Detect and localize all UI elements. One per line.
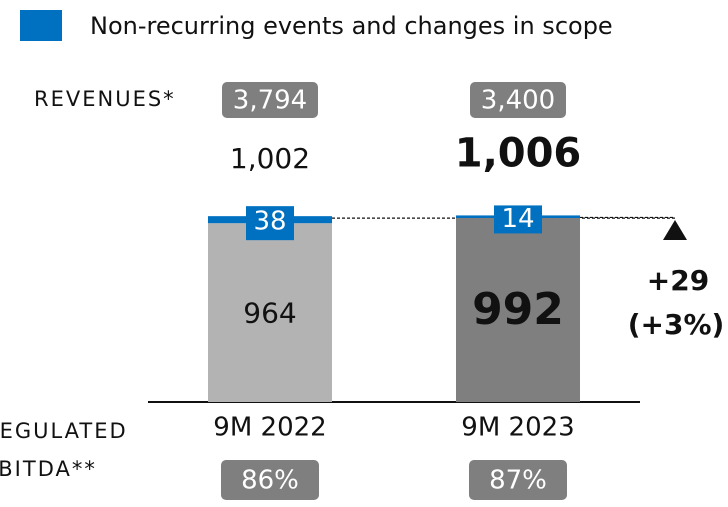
ebitda-value: 87% (489, 466, 547, 496)
legend-swatch (20, 10, 62, 41)
ebitda-label: EBITDA** (0, 457, 97, 481)
delta-arrow (663, 220, 687, 240)
total-label: 1,006 (455, 130, 582, 176)
x-tick-label: 9M 2022 (213, 413, 326, 443)
revenue-box (222, 82, 318, 118)
delta-label: +29 (647, 264, 709, 297)
bar-value-label: 992 (472, 284, 564, 335)
revenue-box (470, 82, 566, 118)
legend-label: Non-recurring events and changes in scop… (90, 12, 613, 40)
segment-value-label: 14 (501, 204, 534, 234)
segment-label-box (246, 206, 294, 241)
ebitda-box (469, 460, 567, 500)
segment-value-label: 38 (253, 207, 286, 237)
bar-value-label: 964 (243, 297, 296, 330)
bar-segment (208, 223, 332, 402)
ebitda-box (221, 460, 319, 500)
delta-pct-label: (+3%) (628, 308, 725, 341)
revenue-value: 3,794 (233, 86, 307, 116)
x-tick-label: 9M 2023 (461, 413, 574, 443)
total-label: 1,002 (230, 142, 310, 175)
bar-segment (456, 218, 580, 402)
ebitda-label: REGULATED (0, 419, 128, 443)
revenue-value: 3,400 (481, 86, 555, 116)
ebitda-value: 86% (241, 466, 299, 496)
revenues-label: REVENUES* (34, 87, 176, 111)
segment-label-box (494, 205, 542, 234)
